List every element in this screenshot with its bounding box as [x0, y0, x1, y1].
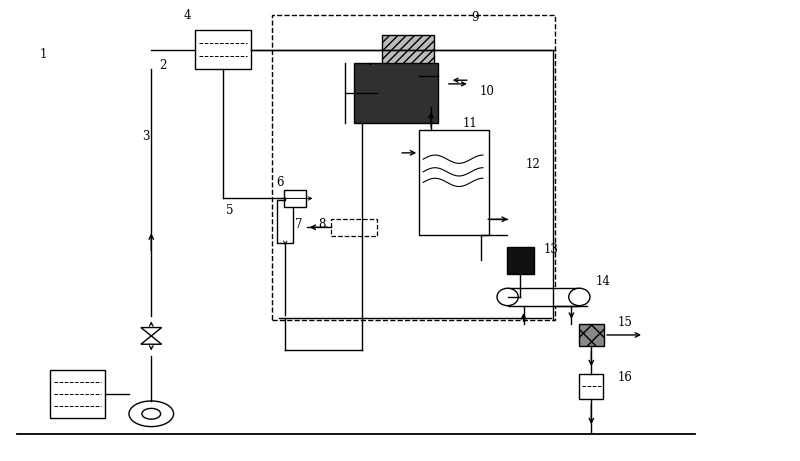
Bar	[419, 130, 490, 235]
Bar	[578, 324, 604, 346]
Text: 3: 3	[142, 130, 149, 143]
Circle shape	[129, 401, 174, 426]
Text: 4: 4	[183, 9, 190, 22]
Circle shape	[142, 408, 161, 419]
Bar	[278, 200, 293, 243]
Bar	[508, 288, 579, 306]
Text: 7: 7	[294, 218, 302, 230]
Text: 12: 12	[526, 158, 541, 171]
Bar	[330, 219, 377, 236]
Text: 16: 16	[618, 371, 633, 384]
Polygon shape	[141, 336, 162, 344]
Bar	[284, 190, 306, 207]
Text: 15: 15	[618, 316, 633, 329]
Bar	[273, 15, 555, 320]
Text: 1: 1	[40, 48, 47, 61]
Text: 9: 9	[472, 12, 479, 24]
Bar	[507, 247, 534, 274]
Bar	[382, 35, 434, 64]
Bar	[50, 370, 106, 418]
Polygon shape	[141, 328, 162, 336]
Ellipse shape	[497, 288, 518, 306]
Text: 5: 5	[226, 204, 234, 217]
Text: 2: 2	[159, 59, 166, 72]
Text: 14: 14	[595, 275, 610, 288]
Text: 8: 8	[318, 218, 326, 230]
Ellipse shape	[569, 288, 590, 306]
Text: 10: 10	[480, 85, 494, 98]
Bar	[195, 30, 251, 69]
Bar	[354, 63, 438, 123]
Bar	[579, 374, 603, 399]
Text: 6: 6	[277, 176, 284, 189]
Text: 13: 13	[543, 242, 558, 256]
Text: 11: 11	[462, 117, 477, 130]
